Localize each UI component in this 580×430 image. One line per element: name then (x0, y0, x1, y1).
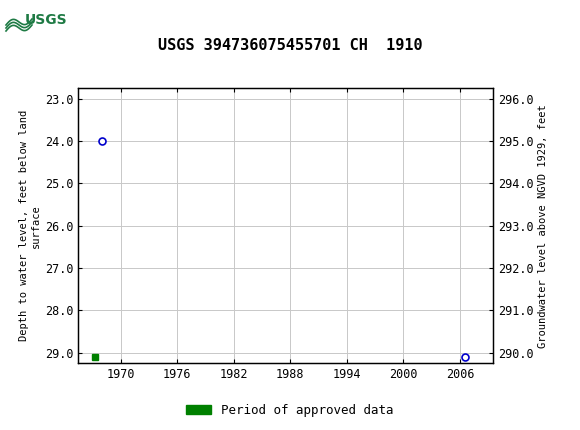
Y-axis label: Groundwater level above NGVD 1929, feet: Groundwater level above NGVD 1929, feet (538, 104, 548, 347)
Text: USGS: USGS (25, 13, 67, 27)
FancyBboxPatch shape (4, 4, 72, 36)
Text: USGS 394736075455701 CH  1910: USGS 394736075455701 CH 1910 (158, 38, 422, 52)
Legend: Period of approved data: Period of approved data (181, 399, 399, 421)
Y-axis label: Depth to water level, feet below land
surface: Depth to water level, feet below land su… (19, 110, 41, 341)
